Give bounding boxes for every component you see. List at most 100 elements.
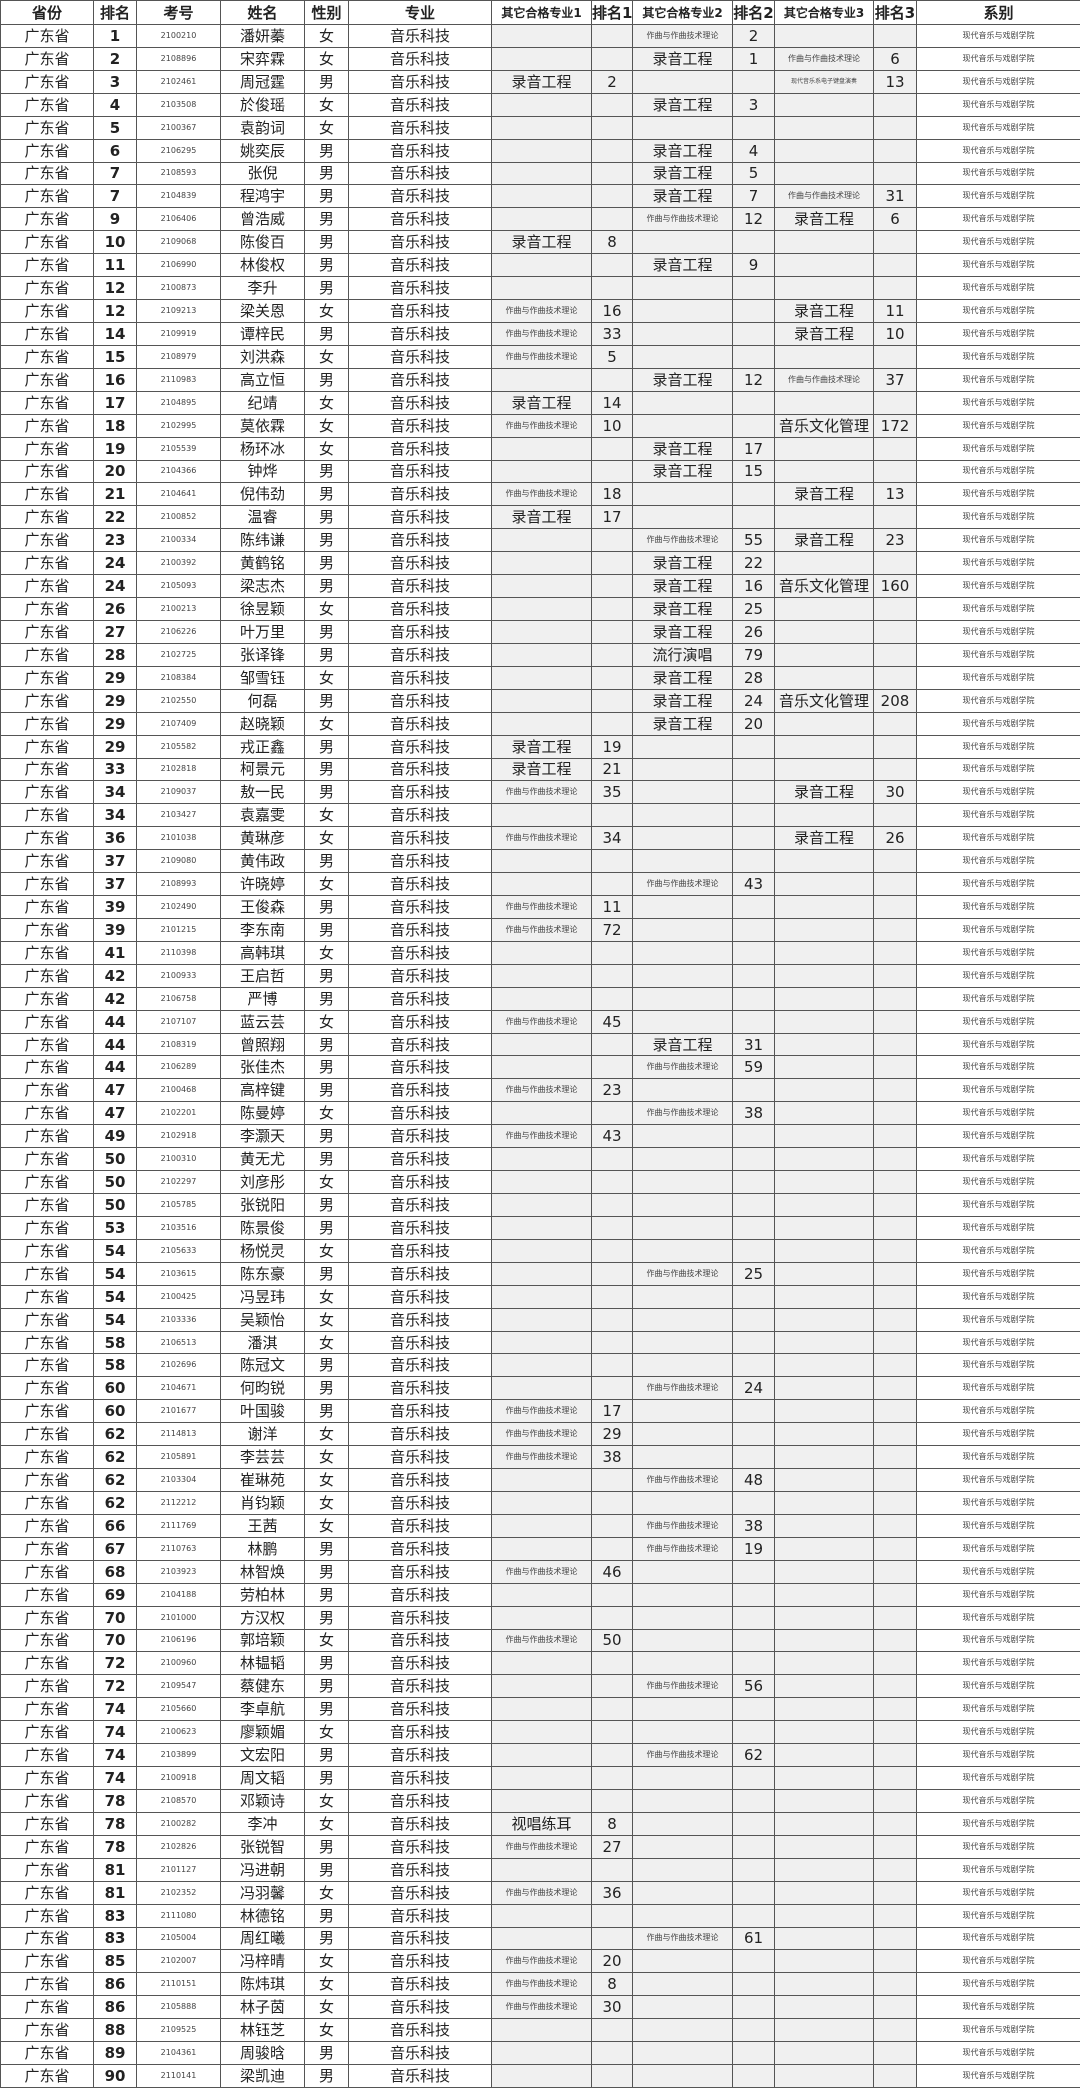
- department-cell: 现代音乐与戏剧学院: [917, 1927, 1080, 1950]
- name-cell: 潘妍蓁: [221, 25, 305, 48]
- rank-2-cell: [733, 1125, 775, 1148]
- department-cell: 现代音乐与戏剧学院: [917, 1331, 1080, 1354]
- other-major-1-cell: 作曲与作曲技术理论: [492, 1400, 592, 1423]
- other-major-2-cell: 录音工程: [633, 598, 733, 621]
- other-major-1-cell: [492, 598, 592, 621]
- major-cell: 音乐科技: [349, 47, 492, 70]
- other-major-1-cell: [492, 47, 592, 70]
- rank-3-cell: [874, 1102, 917, 1125]
- department-cell: 现代音乐与戏剧学院: [917, 1469, 1080, 1492]
- rank-3-cell: 172: [874, 414, 917, 437]
- rank-cell: 60: [94, 1377, 137, 1400]
- major-cell: 音乐科技: [349, 1171, 492, 1194]
- major-cell: 音乐科技: [349, 93, 492, 116]
- rank-3-cell: [874, 277, 917, 300]
- other-major-3-cell: [775, 2042, 874, 2065]
- rank-cell: 5: [94, 116, 137, 139]
- other-major-2-cell: 作曲与作曲技术理论: [633, 529, 733, 552]
- exam-id-cell: 2105633: [137, 1239, 221, 1262]
- other-major-2-cell: [633, 1423, 733, 1446]
- rank-2-cell: [733, 1079, 775, 1102]
- rank-3-cell: [874, 1881, 917, 1904]
- other-major-3-cell: 录音工程: [775, 529, 874, 552]
- rank-1-cell: [592, 25, 633, 48]
- other-major-1-cell: [492, 1239, 592, 1262]
- rank-2-cell: [733, 1835, 775, 1858]
- other-major-1-cell: [492, 850, 592, 873]
- header-name: 姓名: [221, 1, 305, 25]
- province-cell: 广东省: [1, 185, 94, 208]
- name-cell: 林智焕: [221, 1560, 305, 1583]
- rank-2-cell: [733, 322, 775, 345]
- department-cell: 现代音乐与戏剧学院: [917, 139, 1080, 162]
- department-cell: 现代音乐与戏剧学院: [917, 162, 1080, 185]
- other-major-3-cell: [775, 277, 874, 300]
- department-cell: 现代音乐与戏剧学院: [917, 1812, 1080, 1835]
- other-major-2-cell: [633, 70, 733, 93]
- rank-3-cell: 23: [874, 529, 917, 552]
- rank-3-cell: [874, 1744, 917, 1767]
- province-cell: 广东省: [1, 1033, 94, 1056]
- rank-cell: 74: [94, 1721, 137, 1744]
- other-major-3-cell: [775, 620, 874, 643]
- other-major-1-cell: [492, 1285, 592, 1308]
- gender-cell: 女: [305, 2019, 349, 2042]
- rank-2-cell: 43: [733, 873, 775, 896]
- province-cell: 广东省: [1, 300, 94, 323]
- gender-cell: 女: [305, 1514, 349, 1537]
- rank-2-cell: [733, 964, 775, 987]
- province-cell: 广东省: [1, 1469, 94, 1492]
- rank-2-cell: [733, 506, 775, 529]
- gender-cell: 女: [305, 391, 349, 414]
- header-other-major-1: 其它合格专业1: [492, 1, 592, 25]
- exam-id-cell: 2100918: [137, 1767, 221, 1790]
- rank-cell: 62: [94, 1446, 137, 1469]
- name-cell: 周红曦: [221, 1927, 305, 1950]
- rank-cell: 42: [94, 964, 137, 987]
- major-cell: 音乐科技: [349, 643, 492, 666]
- province-cell: 广东省: [1, 804, 94, 827]
- major-cell: 音乐科技: [349, 391, 492, 414]
- other-major-3-cell: [775, 2065, 874, 2088]
- other-major-2-cell: [633, 345, 733, 368]
- major-cell: 音乐科技: [349, 1400, 492, 1423]
- other-major-2-cell: [633, 1721, 733, 1744]
- rank-3-cell: [874, 643, 917, 666]
- other-major-1-cell: 作曲与作曲技术理论: [492, 1079, 592, 1102]
- gender-cell: 男: [305, 1354, 349, 1377]
- exam-id-cell: 2108384: [137, 666, 221, 689]
- other-major-3-cell: 音乐文化管理: [775, 575, 874, 598]
- department-cell: 现代音乐与戏剧学院: [917, 873, 1080, 896]
- rank-1-cell: [592, 1537, 633, 1560]
- rank-2-cell: 5: [733, 162, 775, 185]
- major-cell: 音乐科技: [349, 506, 492, 529]
- major-cell: 音乐科技: [349, 139, 492, 162]
- province-cell: 广东省: [1, 666, 94, 689]
- gender-cell: 男: [305, 1606, 349, 1629]
- exam-id-cell: 2106295: [137, 139, 221, 162]
- rank-3-cell: [874, 1652, 917, 1675]
- major-cell: 音乐科技: [349, 850, 492, 873]
- other-major-3-cell: [775, 804, 874, 827]
- name-cell: 高梓键: [221, 1079, 305, 1102]
- other-major-2-cell: 作曲与作曲技术理论: [633, 1056, 733, 1079]
- rank-2-cell: [733, 1583, 775, 1606]
- gender-cell: 女: [305, 1789, 349, 1812]
- rank-3-cell: [874, 1239, 917, 1262]
- rank-1-cell: 14: [592, 391, 633, 414]
- department-cell: 现代音乐与戏剧学院: [917, 1354, 1080, 1377]
- exam-id-cell: 2100213: [137, 598, 221, 621]
- other-major-1-cell: [492, 1194, 592, 1217]
- exam-id-cell: 2110141: [137, 2065, 221, 2088]
- rank-cell: 14: [94, 322, 137, 345]
- department-cell: 现代音乐与戏剧学院: [917, 598, 1080, 621]
- rank-3-cell: [874, 1492, 917, 1515]
